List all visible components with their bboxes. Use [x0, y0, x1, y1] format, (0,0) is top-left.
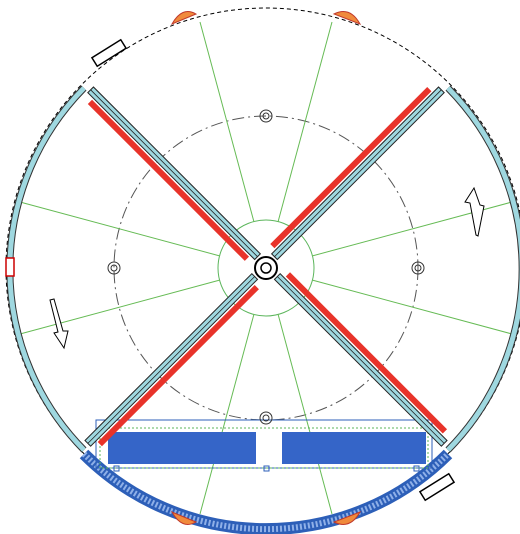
- radial-line: [311, 279, 513, 335]
- wing-line: [90, 89, 258, 257]
- marker: [259, 411, 273, 425]
- radial-line: [277, 313, 333, 515]
- sensor-box: [90, 38, 128, 68]
- wing-seal: [97, 284, 259, 447]
- wing-pair: [87, 86, 448, 447]
- wing-pair: [84, 86, 445, 447]
- wing-seal: [285, 272, 448, 434]
- sensor-box: [418, 472, 456, 502]
- anchor: [113, 465, 120, 472]
- inner-dashdot-circle: [113, 115, 419, 421]
- radial-line: [199, 21, 255, 223]
- marker: [110, 264, 118, 272]
- wing-line: [274, 89, 442, 257]
- anchor: [263, 465, 270, 472]
- radial-line: [277, 21, 333, 223]
- marker: [262, 414, 270, 422]
- bottom-band-pattern: [81, 451, 451, 533]
- left-wall-outline: [6, 85, 87, 453]
- wing-line: [87, 276, 255, 444]
- orange-caps: [170, 11, 362, 525]
- rotation-arrow: [49, 298, 69, 350]
- marker: [411, 261, 425, 275]
- wing-line: [277, 276, 445, 444]
- radial-line: [199, 313, 255, 515]
- cap: [332, 511, 362, 525]
- hub-inner: [260, 262, 272, 274]
- marker: [259, 109, 273, 123]
- bottom-panel: [108, 432, 256, 464]
- marker: [414, 264, 422, 272]
- right-wall-outline: [445, 85, 520, 453]
- radial-line: [19, 201, 221, 257]
- cap: [170, 510, 198, 525]
- rotation-arrow: [464, 186, 485, 237]
- wing-seal: [87, 99, 250, 261]
- bottom-panel: [282, 432, 426, 464]
- radial-line: [19, 279, 221, 335]
- cap: [332, 11, 362, 25]
- wall-joint: [5, 257, 15, 277]
- markers: [107, 109, 425, 425]
- marker: [262, 112, 270, 120]
- anchor: [413, 465, 420, 472]
- center-circle: [217, 219, 315, 317]
- wing-seal: [270, 86, 432, 249]
- bottom-band: [79, 449, 453, 534]
- cap: [170, 11, 198, 26]
- marker: [107, 261, 121, 275]
- right-wall: [446, 86, 520, 452]
